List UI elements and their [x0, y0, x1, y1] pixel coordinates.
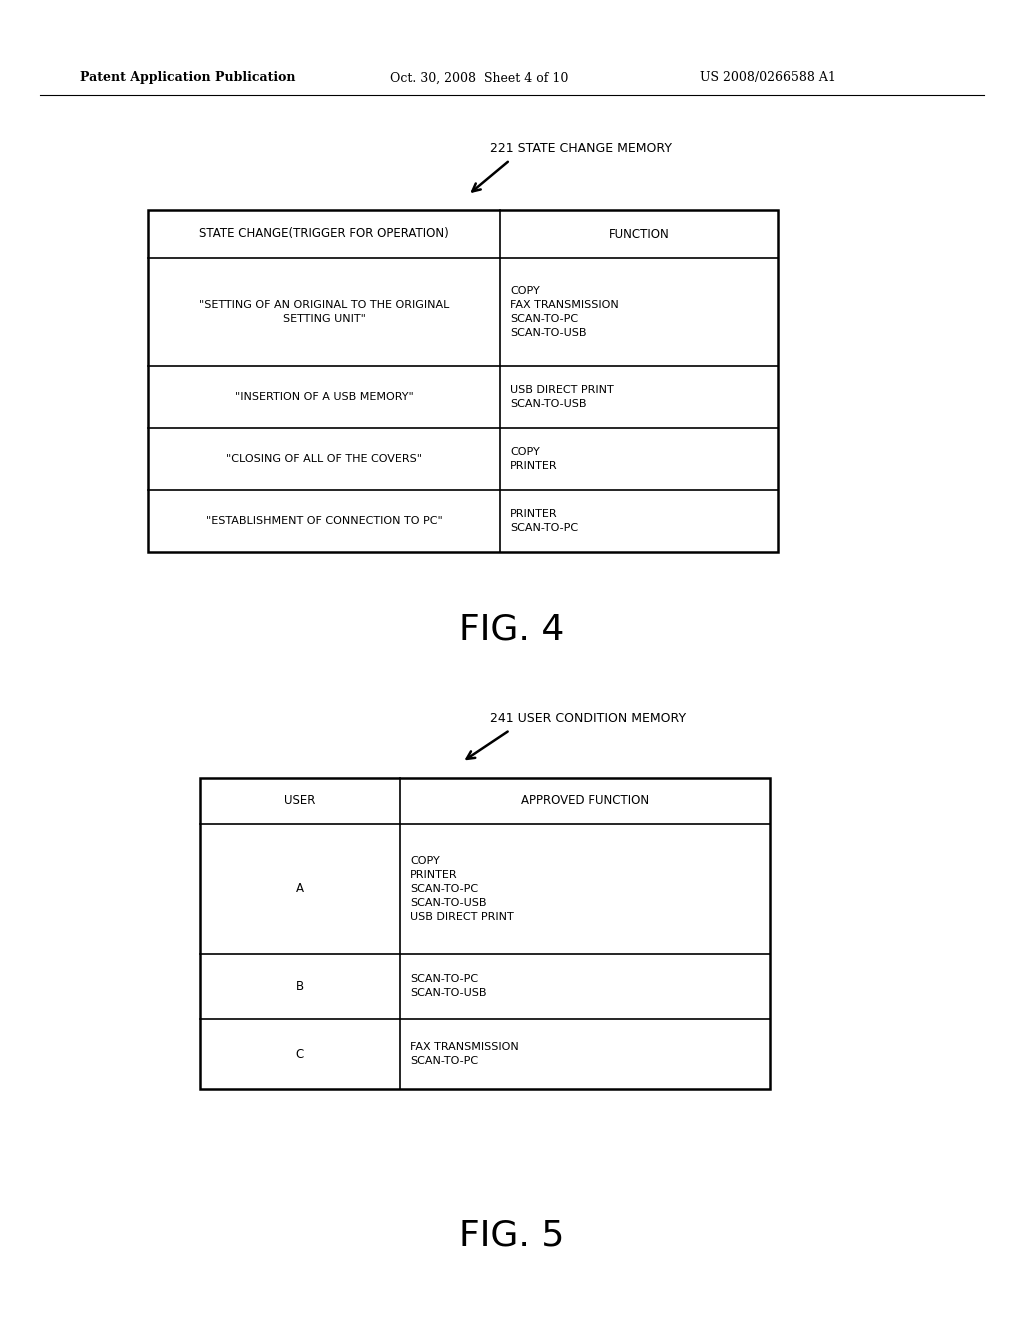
Text: APPROVED FUNCTION: APPROVED FUNCTION — [521, 795, 649, 808]
Bar — [200, 777, 770, 1089]
Text: FUNCTION: FUNCTION — [608, 227, 670, 240]
Text: US 2008/0266588 A1: US 2008/0266588 A1 — [700, 71, 836, 84]
Text: "CLOSING OF ALL OF THE COVERS": "CLOSING OF ALL OF THE COVERS" — [226, 454, 422, 465]
Text: Patent Application Publication: Patent Application Publication — [80, 71, 296, 84]
Text: PRINTER
SCAN-TO-PC: PRINTER SCAN-TO-PC — [510, 510, 579, 533]
Text: 221 STATE CHANGE MEMORY: 221 STATE CHANGE MEMORY — [490, 141, 672, 154]
Text: "ESTABLISHMENT OF CONNECTION TO PC": "ESTABLISHMENT OF CONNECTION TO PC" — [206, 516, 442, 525]
Bar — [148, 210, 778, 552]
Text: STATE CHANGE(TRIGGER FOR OPERATION): STATE CHANGE(TRIGGER FOR OPERATION) — [199, 227, 449, 240]
Text: B: B — [296, 979, 304, 993]
Text: A: A — [296, 883, 304, 895]
Text: COPY
FAX TRANSMISSION
SCAN-TO-PC
SCAN-TO-USB: COPY FAX TRANSMISSION SCAN-TO-PC SCAN-TO… — [510, 286, 618, 338]
Text: SCAN-TO-PC
SCAN-TO-USB: SCAN-TO-PC SCAN-TO-USB — [410, 974, 486, 998]
Text: "SETTING OF AN ORIGINAL TO THE ORIGINAL
SETTING UNIT": "SETTING OF AN ORIGINAL TO THE ORIGINAL … — [199, 300, 450, 323]
Text: COPY
PRINTER: COPY PRINTER — [510, 447, 558, 471]
Text: Oct. 30, 2008  Sheet 4 of 10: Oct. 30, 2008 Sheet 4 of 10 — [390, 71, 568, 84]
Text: 241 USER CONDITION MEMORY: 241 USER CONDITION MEMORY — [490, 711, 686, 725]
Text: USER: USER — [285, 795, 315, 808]
Text: FIG. 5: FIG. 5 — [460, 1218, 564, 1251]
Text: FAX TRANSMISSION
SCAN-TO-PC: FAX TRANSMISSION SCAN-TO-PC — [410, 1041, 519, 1067]
Text: USB DIRECT PRINT
SCAN-TO-USB: USB DIRECT PRINT SCAN-TO-USB — [510, 385, 613, 409]
Text: C: C — [296, 1048, 304, 1060]
Text: FIG. 4: FIG. 4 — [460, 612, 564, 647]
Text: "INSERTION OF A USB MEMORY": "INSERTION OF A USB MEMORY" — [234, 392, 414, 403]
Text: COPY
PRINTER
SCAN-TO-PC
SCAN-TO-USB
USB DIRECT PRINT: COPY PRINTER SCAN-TO-PC SCAN-TO-USB USB … — [410, 855, 514, 921]
